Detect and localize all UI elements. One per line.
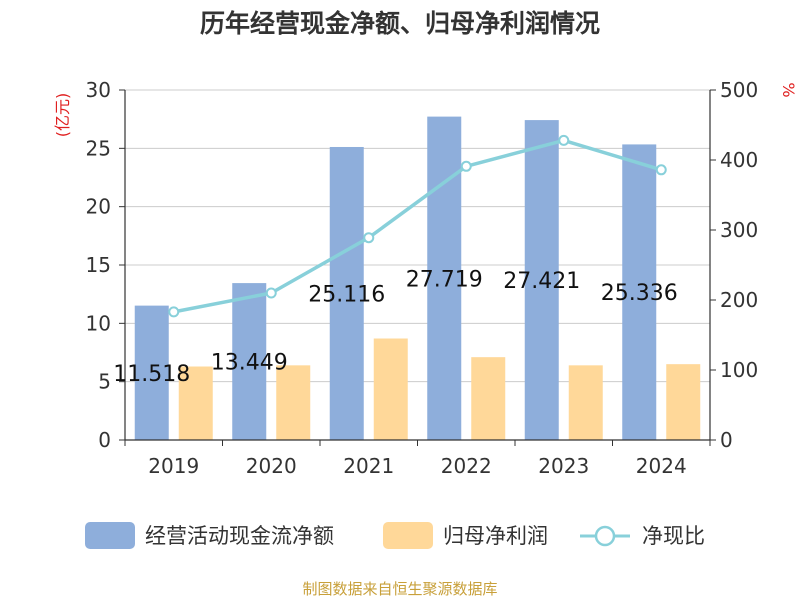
bar-cashflow <box>134 305 169 440</box>
gridlines <box>125 89 710 383</box>
bar-cashflow <box>329 146 364 441</box>
legend-swatch-net-profit <box>383 522 433 549</box>
right-tick-label: 200 <box>720 288 758 312</box>
right-axis-unit: % <box>779 82 798 97</box>
data-label: 27.421 <box>503 269 580 294</box>
right-tick-label: 500 <box>720 78 758 102</box>
x-tick-label: 2023 <box>538 454 589 478</box>
x-tick-label: 2020 <box>246 454 297 478</box>
right-tick-label: 100 <box>720 358 758 382</box>
data-label: 13.449 <box>211 351 288 376</box>
left-tick-label: 15 <box>86 253 111 277</box>
x-tick-label: 2019 <box>148 454 199 478</box>
bar-net-profit <box>666 364 701 440</box>
data-labels: 11.518 13.449 25.116 27.719 27.421 25.336 <box>113 267 677 387</box>
data-label: 25.336 <box>601 281 678 306</box>
bar-net-profit <box>373 338 408 440</box>
legend-label-cashflow: 经营活动现金流净额 <box>145 524 334 548</box>
left-tick-label: 30 <box>86 78 111 102</box>
bar-cashflow <box>232 283 267 440</box>
legend-label-net-profit: 归母净利润 <box>443 524 548 548</box>
chart-title: 历年经营现金净额、归母净利润情况 <box>200 9 600 38</box>
line-point <box>460 160 472 172</box>
line-point <box>655 164 667 176</box>
source-note: 制图数据来自恒生聚源数据库 <box>302 580 497 598</box>
x-tick-label: 2024 <box>636 454 687 478</box>
bars <box>134 116 701 441</box>
right-tick-label: 300 <box>720 218 758 242</box>
legend-marker-line <box>594 525 616 547</box>
left-tick-label: 0 <box>98 428 111 452</box>
left-tick-label: 10 <box>86 311 111 335</box>
bar-cashflow <box>524 120 559 441</box>
bar-cashflow <box>427 116 462 440</box>
legend[interactable]: 经营活动现金流净额 归母净利润 净现比 <box>85 522 705 549</box>
data-label: 11.518 <box>113 362 190 387</box>
line-point <box>558 134 570 146</box>
bar-net-profit <box>276 365 311 440</box>
legend-label-ratio: 净现比 <box>642 524 705 548</box>
left-tick-label: 20 <box>86 195 111 219</box>
bar-net-profit <box>568 365 603 440</box>
left-tick-label: 25 <box>86 136 111 160</box>
line-path <box>173 138 662 314</box>
line-point <box>363 232 375 244</box>
line-point <box>168 306 180 318</box>
bar-net-profit <box>178 366 213 440</box>
left-tick-label: 5 <box>98 370 111 394</box>
bar-net-profit <box>471 357 506 440</box>
legend-swatch-cashflow <box>85 522 135 549</box>
data-label: 25.116 <box>308 282 385 307</box>
left-axis-unit: (亿元) <box>53 93 72 138</box>
line-series <box>168 134 667 318</box>
line-point <box>265 287 277 299</box>
data-label: 27.719 <box>406 267 483 292</box>
right-tick-label: 0 <box>720 428 733 452</box>
right-tick-label: 400 <box>720 148 758 172</box>
x-tick-label: 2021 <box>343 454 394 478</box>
x-tick-label: 2022 <box>441 454 492 478</box>
bar-cashflow <box>622 144 657 440</box>
